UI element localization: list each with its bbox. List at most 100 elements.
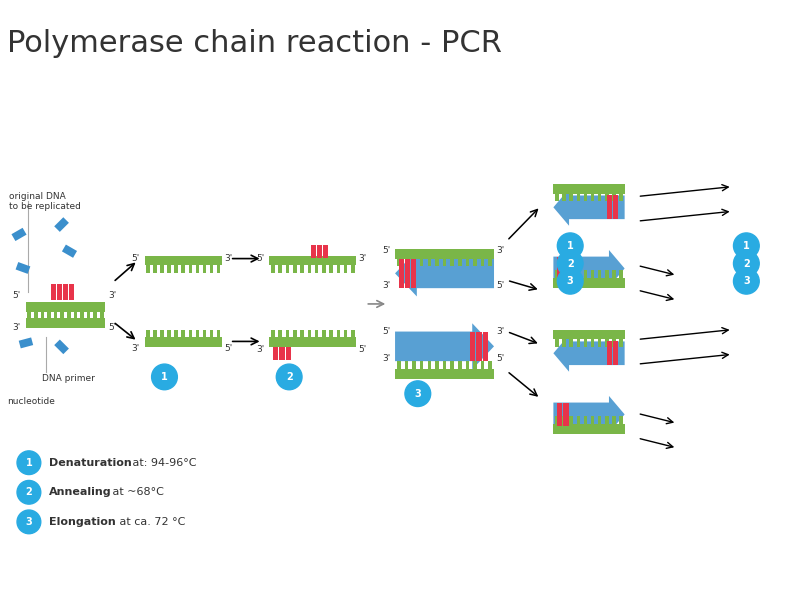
Bar (395, 369, 494, 379)
Bar (619, 416, 623, 424)
Bar (435, 259, 438, 266)
Bar (271, 265, 274, 274)
Bar (202, 329, 206, 337)
Bar (489, 361, 492, 369)
Text: 3': 3' (358, 254, 366, 263)
Text: 3': 3' (382, 354, 390, 363)
Bar (94, 312, 97, 320)
Bar (300, 329, 304, 337)
Bar (57, 284, 62, 300)
Bar (317, 245, 322, 257)
Bar (270, 256, 357, 265)
Bar (351, 329, 354, 337)
Text: 5': 5' (108, 323, 116, 332)
Bar (420, 361, 423, 369)
Bar (607, 341, 612, 365)
Bar (405, 361, 408, 369)
Bar (612, 271, 616, 278)
Bar (612, 340, 616, 347)
Circle shape (734, 233, 759, 259)
Circle shape (558, 251, 583, 277)
Bar (167, 329, 171, 337)
Bar (69, 284, 74, 300)
Text: 5': 5' (496, 354, 504, 363)
Circle shape (276, 364, 302, 390)
Text: 3: 3 (743, 276, 750, 286)
Bar (80, 310, 84, 318)
Bar (458, 259, 462, 266)
Bar (322, 329, 326, 337)
Polygon shape (395, 250, 494, 296)
Bar (182, 329, 185, 337)
Bar (466, 361, 469, 369)
Text: 3': 3' (131, 344, 140, 353)
Bar (293, 329, 297, 337)
Bar (562, 416, 566, 424)
Bar (307, 265, 311, 274)
Bar (311, 245, 316, 257)
Circle shape (558, 233, 583, 259)
Text: 5': 5' (224, 344, 232, 353)
Bar (63, 284, 68, 300)
Bar (395, 249, 494, 259)
Bar (217, 265, 220, 274)
Bar (145, 337, 222, 347)
Bar (286, 265, 290, 274)
Bar (590, 193, 594, 202)
Bar (67, 312, 70, 320)
Text: at ca. 72 °C: at ca. 72 °C (116, 517, 186, 527)
Polygon shape (554, 189, 625, 226)
Bar (558, 257, 562, 280)
Bar (314, 329, 318, 337)
Text: 3: 3 (567, 276, 574, 286)
Bar (442, 259, 446, 266)
Polygon shape (54, 217, 69, 232)
Text: 5': 5' (382, 326, 390, 335)
Bar (154, 265, 157, 274)
Bar (613, 341, 618, 365)
Bar (619, 271, 623, 278)
Bar (605, 271, 609, 278)
Bar (570, 340, 573, 347)
Bar (619, 193, 623, 202)
Bar (554, 329, 625, 340)
Bar (47, 310, 51, 318)
Bar (202, 265, 206, 274)
Bar (598, 340, 602, 347)
Text: 3': 3' (256, 345, 265, 354)
Bar (300, 265, 304, 274)
Bar (27, 312, 31, 320)
Bar (558, 403, 562, 426)
Bar (146, 329, 150, 337)
Bar (584, 340, 587, 347)
Bar (405, 259, 410, 288)
Bar (351, 265, 354, 274)
Bar (405, 259, 408, 266)
Bar (167, 265, 171, 274)
Text: original DNA
to be replicated: original DNA to be replicated (9, 191, 81, 211)
Text: Elongation: Elongation (49, 517, 115, 527)
Text: 2: 2 (567, 259, 574, 269)
Bar (145, 256, 222, 265)
Circle shape (734, 251, 759, 277)
Bar (562, 340, 566, 347)
Bar (278, 265, 282, 274)
Bar (87, 310, 90, 318)
Bar (47, 312, 51, 320)
Bar (323, 245, 328, 257)
Bar (26, 318, 105, 328)
Text: 5': 5' (358, 345, 366, 354)
Bar (619, 340, 623, 347)
Bar (598, 271, 602, 278)
Bar (563, 403, 569, 426)
Bar (399, 259, 404, 288)
Bar (598, 416, 602, 424)
Bar (412, 361, 416, 369)
Text: 5': 5' (13, 291, 21, 300)
Bar (458, 361, 462, 369)
Bar (420, 259, 423, 266)
Bar (555, 340, 558, 347)
Bar (279, 347, 285, 360)
Bar (563, 257, 569, 280)
Bar (161, 265, 164, 274)
